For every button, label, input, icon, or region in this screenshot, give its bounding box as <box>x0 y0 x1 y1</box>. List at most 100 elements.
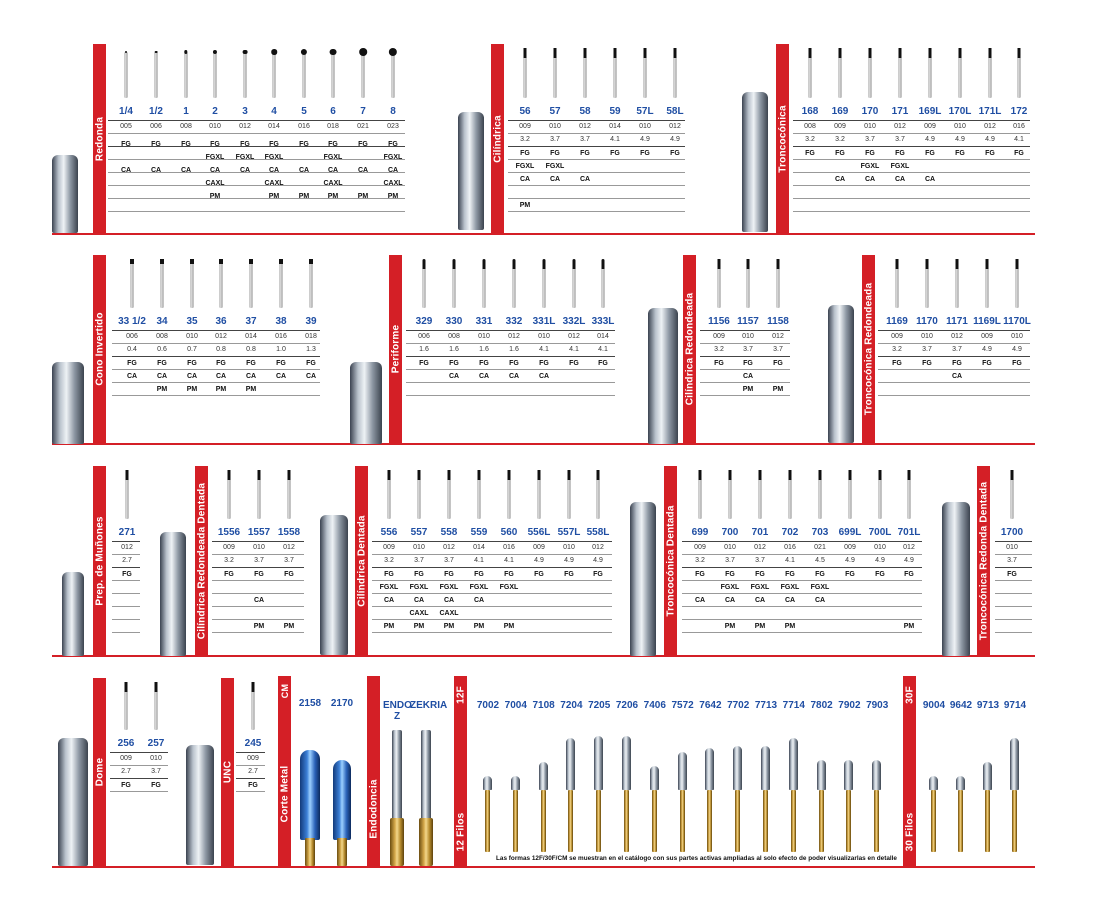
bur-type-fg: FG <box>785 571 795 578</box>
bur-length: 1.6 <box>449 346 459 353</box>
bur-shank-icon <box>651 790 657 852</box>
bur-shaft-icon <box>302 52 306 98</box>
bur-shaft-icon <box>287 474 291 519</box>
bur-length: 3.2 <box>714 346 724 353</box>
bur-column-cilindrica: 56 009 3.2 FG FGXL CA PM <box>510 44 540 234</box>
bur-type-pm: PM <box>245 386 257 393</box>
table-rule <box>700 330 790 331</box>
bur-diameter: 009 <box>533 544 545 551</box>
bur-diameter: 012 <box>903 544 915 551</box>
bur-diameter: 012 <box>283 544 295 551</box>
bur-type-fg: FG <box>384 571 394 578</box>
bur-type-fg: FG <box>925 150 935 157</box>
bur-column-troncoconica: 169 009 3.2 FG CA <box>825 44 855 234</box>
section-bar-endodoncia: Endodoncia <box>367 676 380 866</box>
bur-column-unc: 245 009 2.7 FG <box>238 678 268 866</box>
bur-head-icon <box>643 48 647 58</box>
bur-column-tronred: 1171 012 3.7 FG CA <box>942 255 972 443</box>
bur-type-fg: FG <box>714 360 724 367</box>
bur-head-icon <box>818 470 822 480</box>
bur-head-icon <box>388 47 398 57</box>
bur-shaft-icon <box>279 263 283 308</box>
bur-length: 2.7 <box>121 768 131 775</box>
bur-diameter: 009 <box>383 544 395 551</box>
bur-head-icon <box>907 470 911 480</box>
bur-shaft-icon <box>417 474 421 519</box>
bur-column-periforme: 330 008 1.6 FG CA <box>439 255 469 443</box>
bur-column-redonda: 1 008 FG CA <box>171 44 201 234</box>
bur-column-periforme: 332 012 1.6 FG CA <box>499 255 529 443</box>
bur-shaft-icon <box>130 263 134 308</box>
bur-type-fg: FG <box>224 571 234 578</box>
section-tag-cm: CM <box>279 683 290 699</box>
bur-column-cilreddent: 1557 010 3.7 FG CA PM <box>244 466 274 655</box>
bur-type-fgxl: FGXL <box>780 584 800 591</box>
section-label-cilreddent: Cilíndrica Redondeada Dentada <box>196 482 207 639</box>
section-bar-dome: Dome <box>93 678 106 866</box>
bur-type-pm: PM <box>283 623 295 630</box>
bur-shaft-icon <box>985 263 989 308</box>
table-rule <box>236 765 265 766</box>
bur-type-pm: PM <box>772 386 784 393</box>
bur-shaft-icon <box>190 263 194 308</box>
bur-number: 56 <box>519 106 531 117</box>
bur-head-icon <box>160 259 164 264</box>
bur-diameter: 009 <box>519 123 531 130</box>
bur-shaft-icon <box>447 474 451 519</box>
bur-type-ca: CA <box>126 373 138 380</box>
table-rule <box>878 356 1030 357</box>
bur-column-redonda: 5 016 FG CA PM <box>289 44 319 234</box>
bur-type-ca: CA <box>443 597 455 604</box>
bur-type-fg: FG <box>845 571 855 578</box>
bur-number: 1169 <box>886 316 908 327</box>
bur-type-fgxl: FGXL <box>235 154 255 161</box>
bur-head-icon <box>925 259 929 269</box>
bur-shank-icon <box>790 790 796 852</box>
bur-number: 5 <box>301 106 307 117</box>
table-rule <box>878 369 1030 370</box>
bur-photo-periforme <box>350 362 382 444</box>
table-rule <box>110 765 168 766</box>
section-bar-12-filos: 12 Filos 12F <box>454 676 467 866</box>
bur-head-icon <box>417 470 421 480</box>
bur-length: 3.7 <box>725 557 735 564</box>
bur-head-icon <box>566 738 576 790</box>
bur-head-icon <box>673 48 677 58</box>
bur-column-redonda: 2 010 FG FGXL CA CAXL PM <box>200 44 230 234</box>
bur-shaft-icon <box>988 52 992 98</box>
filos-number: 7702 <box>727 700 750 711</box>
bur-diameter: 010 <box>742 333 754 340</box>
bur-length: 3.7 <box>743 346 753 353</box>
bur-column-trondent: 699L 009 4.9 FG <box>835 466 865 655</box>
bur-head-icon <box>482 259 486 269</box>
table-rule <box>110 752 168 753</box>
bur-diameter: 010 <box>639 123 651 130</box>
bur-number: 558 <box>440 527 458 538</box>
filos-number: 7902 <box>838 700 861 711</box>
bur-column-tronred: 1169L 009 4.9 FG <box>972 255 1002 443</box>
bur-number: 701L <box>897 527 921 538</box>
bur-type-caxl: CAXL <box>383 180 403 187</box>
table-rule <box>372 606 612 607</box>
footnote: Las formas 12F/30F/CM se muestran en el … <box>496 855 897 862</box>
section-bar-periforme: Periforme <box>389 255 402 443</box>
bur-shaft-icon <box>422 263 426 308</box>
bur-shaft-icon <box>331 52 335 98</box>
bur-type-fg: FG <box>419 360 429 367</box>
bur-number: 169 <box>831 106 849 117</box>
table-rule <box>112 343 320 344</box>
table-rule <box>682 580 922 581</box>
bur-type-ca: CA <box>579 176 591 183</box>
bur-shank-icon <box>1012 790 1017 852</box>
bur-length: 2.7 <box>248 768 258 775</box>
table-rule <box>236 752 265 753</box>
table-rule <box>112 382 320 383</box>
bur-number: 171L <box>978 106 1002 117</box>
bur-type-fg: FG <box>509 360 519 367</box>
bur-length: 3.2 <box>384 557 394 564</box>
bur-type-pm: PM <box>519 202 531 209</box>
bur-photo-tronreddent <box>942 502 970 656</box>
bur-number: 699L <box>838 527 862 538</box>
bur-number: 4 <box>271 106 277 117</box>
section-bar-troncoconica: Troncocónica <box>776 44 789 234</box>
